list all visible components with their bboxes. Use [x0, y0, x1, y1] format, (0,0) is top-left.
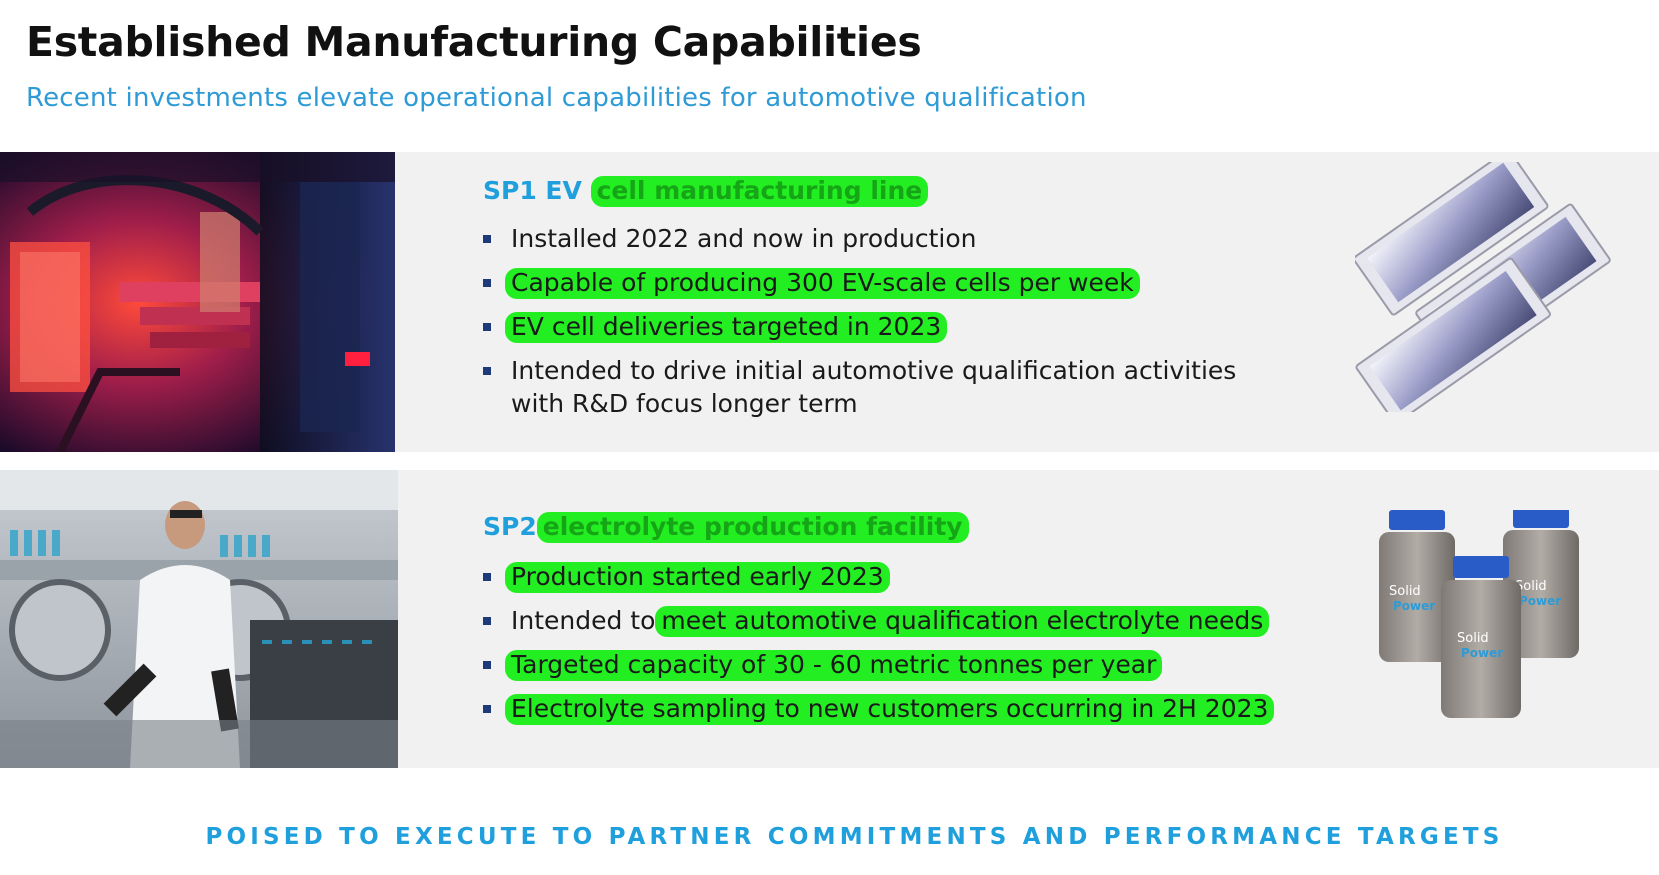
svg-text:Solid: Solid	[1515, 579, 1547, 594]
bullet-square-icon	[483, 573, 491, 581]
svg-text:Solid: Solid	[1389, 584, 1421, 599]
sp2-heading-prefix: SP2	[483, 512, 537, 541]
sp1-heading-prefix: SP1 EV	[483, 176, 582, 205]
svg-text:Power: Power	[1461, 646, 1503, 660]
list-item: Electrolyte sampling to new customers oc…	[483, 692, 1283, 725]
sp2-bullet-list: Production started early 2023 Intended t…	[483, 560, 1283, 736]
bullet-square-icon	[483, 661, 491, 669]
sp2-panel: SP2 electrolyte production facility Produ…	[0, 470, 1659, 768]
bullet-square-icon	[483, 235, 491, 243]
footer-tagline: POISED TO EXECUTE TO PARTNER COMMITMENTS…	[205, 824, 1504, 850]
battery-cells-image	[1353, 149, 1635, 424]
bullet-square-icon	[483, 323, 491, 331]
sp1-panel: SP1 EV cell manufacturing line Installed…	[0, 149, 1659, 452]
list-item: EV cell deliveries targeted in 2023	[483, 310, 1283, 343]
list-item: Production started early 2023	[483, 560, 1283, 593]
svg-text:Power: Power	[1393, 599, 1435, 613]
sp2-heading-highlight: electrolyte production facility	[536, 512, 969, 543]
bullet-square-icon	[483, 367, 491, 375]
electrolyte-lab-photo	[0, 470, 398, 768]
sp1-heading: SP1 EV cell manufacturing line	[483, 176, 929, 207]
manufacturing-line-photo	[0, 152, 395, 452]
sp1-heading-highlight: cell manufacturing line	[590, 176, 929, 207]
svg-text:Power: Power	[1519, 594, 1561, 608]
electrolyte-jars-image: Solid Power Solid Power Solid Power	[1375, 508, 1590, 720]
list-item: Installed 2022 and now in production	[483, 222, 1283, 255]
page-title: Established Manufacturing Capabilities	[26, 18, 922, 66]
svg-text:Solid: Solid	[1457, 631, 1489, 646]
list-item: Targeted capacity of 30 - 60 metric tonn…	[483, 648, 1283, 681]
bullet-square-icon	[483, 705, 491, 713]
list-item: Intended to drive initial automotive qua…	[483, 354, 1283, 420]
sp2-heading: SP2 electrolyte production facility	[483, 512, 969, 543]
page-subtitle: Recent investments elevate operational c…	[26, 83, 1087, 113]
sp1-bullet-list: Installed 2022 and now in production Cap…	[483, 222, 1283, 431]
bullet-square-icon	[483, 617, 491, 625]
bullet-square-icon	[483, 279, 491, 287]
list-item: Capable of producing 300 EV-scale cells …	[483, 266, 1283, 299]
list-item: Intended to meet automotive qualification…	[483, 604, 1283, 637]
